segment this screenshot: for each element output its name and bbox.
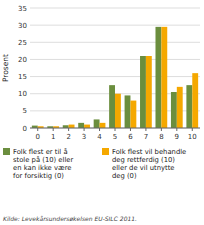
legend-label-line: Folk flest er til å: [13, 148, 68, 156]
grid-line: [30, 8, 200, 9]
bar: [130, 101, 136, 128]
x-tick-label: 10: [188, 133, 197, 141]
bar: [78, 123, 84, 128]
y-grid: [30, 8, 200, 128]
y-tick-label: 20: [18, 56, 27, 64]
bar: [186, 85, 192, 128]
legend-label-line: deg (0): [112, 172, 137, 180]
legend-label-line: for forsiktig (0): [13, 172, 64, 180]
bar: [84, 125, 90, 128]
x-tick-label: 7: [144, 133, 148, 141]
bar: [171, 92, 177, 128]
chart-container: 05101520253035Prosent012345678910Folk fl…: [0, 0, 204, 225]
bar: [100, 123, 106, 128]
x-tick: [84, 128, 85, 131]
x-tick: [53, 128, 54, 131]
bar: [69, 125, 75, 128]
grid-line: [30, 76, 200, 77]
x-tick-label: 3: [82, 133, 86, 141]
y-tick-label: 0: [23, 125, 27, 133]
x-tick-label: 4: [97, 133, 102, 141]
legend-swatch: [102, 148, 109, 155]
bar: [177, 87, 183, 128]
bar: [109, 85, 115, 128]
y-tick-label: 25: [18, 39, 27, 47]
chart: 05101520253035Prosent012345678910Folk fl…: [0, 0, 204, 225]
x-tick: [99, 128, 100, 131]
x-tick: [68, 128, 69, 131]
legend-label-line: en kan ikke være: [13, 164, 71, 172]
legend-label-line: deg rettferdig (10): [112, 156, 175, 164]
x-tick-label: 2: [66, 133, 70, 141]
legend-swatch: [3, 148, 10, 155]
x-tick-label: 0: [35, 133, 39, 141]
bar: [94, 119, 100, 128]
y-tick-label: 30: [18, 22, 27, 30]
legend-label-line: stole på (10) eller: [13, 156, 73, 164]
y-axis-label: Prosent: [1, 54, 10, 82]
y-tick-label: 10: [18, 90, 27, 98]
x-tick: [176, 128, 177, 131]
source: Kilde: Levekårsundersøkelsen EU-SILC 201…: [3, 215, 137, 222]
grid-line: [30, 25, 200, 26]
legend: Folk flest er til åstole på (10) elleren…: [3, 148, 186, 180]
bars: [32, 27, 198, 128]
x-tick-label: 8: [159, 133, 163, 141]
bar: [192, 73, 198, 128]
legend-label-line: eller de vil utnytte: [112, 164, 175, 172]
bar: [115, 94, 121, 128]
y-tick-label: 15: [18, 73, 27, 81]
x-tick: [145, 128, 146, 131]
x-tick-label: 5: [113, 133, 117, 141]
grid-line: [30, 59, 200, 60]
x-tick: [37, 128, 38, 131]
legend-label: Folk flest er til åstole på (10) elleren…: [13, 148, 73, 180]
x-tick-label: 1: [51, 133, 55, 141]
x-tick-label: 6: [128, 133, 133, 141]
x-tick: [192, 128, 193, 131]
bar: [161, 27, 167, 128]
legend-label-line: Folk flest vil behandle: [112, 148, 186, 156]
x-tick: [115, 128, 116, 131]
bar: [155, 27, 161, 128]
x-tick: [130, 128, 131, 131]
legend-label: Folk flest vil behandledeg rettferdig (1…: [112, 148, 186, 180]
x-tick-label: 9: [175, 133, 179, 141]
y-tick-label: 35: [18, 5, 27, 13]
bar: [140, 56, 146, 128]
x-tick: [161, 128, 162, 131]
grid-line: [30, 42, 200, 43]
bar: [146, 56, 152, 128]
bar: [125, 95, 131, 128]
y-tick-label: 5: [23, 107, 27, 115]
